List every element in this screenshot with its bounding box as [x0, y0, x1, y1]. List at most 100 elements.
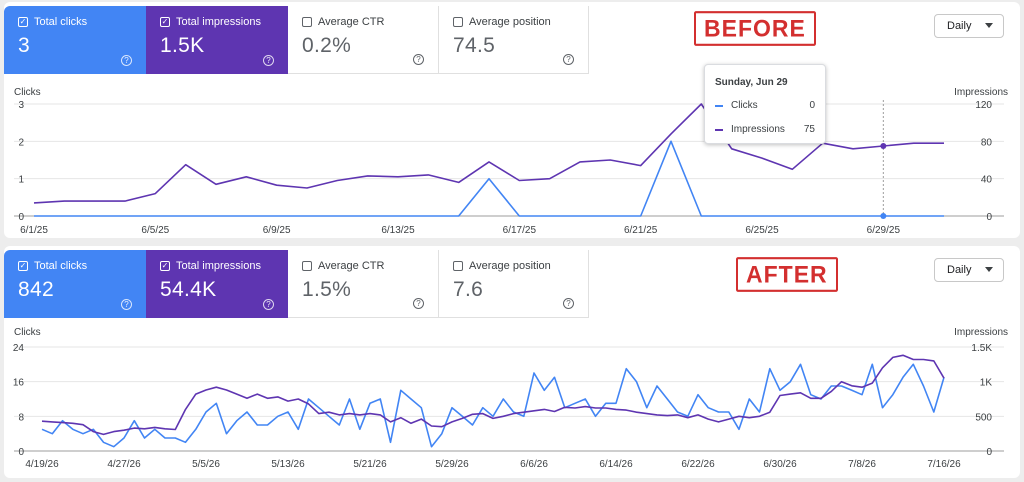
total-clicks-card[interactable]: ✓ Total clicks 842 ? — [4, 250, 146, 318]
y-left-axis-label: Clicks — [14, 327, 41, 338]
chevron-down-icon — [985, 23, 993, 28]
x-tick-label: 6/9/25 — [263, 225, 291, 236]
card-label: Total clicks — [34, 260, 88, 272]
period-select[interactable]: Daily — [934, 258, 1004, 282]
after-panel: ✓ Total clicks 842 ? ✓ Total impressions 5… — [4, 246, 1020, 478]
impressions-highlight-point — [880, 143, 887, 149]
chart-tooltip: Sunday, Jun 29 Clicks 0 Impressions 75 — [704, 64, 826, 144]
card-label: Total impressions — [176, 16, 261, 28]
checkbox-unchecked-icon[interactable] — [453, 17, 463, 27]
x-tick-label: 6/6/26 — [520, 459, 548, 470]
help-icon[interactable]: ? — [563, 54, 574, 65]
average-ctr-card[interactable]: Average CTR 0.2% ? — [288, 6, 439, 74]
help-icon[interactable]: ? — [121, 299, 132, 310]
x-tick-label: 6/14/26 — [599, 459, 633, 470]
x-tick-label: 5/5/26 — [192, 459, 220, 470]
x-tick-label: 4/19/26 — [25, 459, 59, 470]
y-right-tick-label: 1.5K — [971, 343, 992, 354]
total-impressions-card[interactable]: ✓ Total impressions 54.4K ? — [146, 250, 288, 318]
y-right-axis-label: Impressions — [954, 327, 1008, 338]
x-tick-label: 6/5/25 — [141, 225, 169, 236]
x-tick-label: 6/1/25 — [20, 225, 48, 236]
y-right-tick-label: 80 — [981, 137, 993, 148]
help-icon[interactable]: ? — [413, 54, 424, 65]
x-tick-label: 6/29/25 — [867, 225, 901, 236]
card-label: Average position — [469, 16, 551, 28]
tooltip-row-impressions: Impressions 75 — [715, 124, 815, 135]
clicks-series-line — [34, 140, 944, 217]
card-value: 0.2% — [302, 34, 352, 57]
x-tick-label: 6/30/26 — [763, 459, 797, 470]
y-left-tick-label: 0 — [18, 447, 24, 458]
help-icon[interactable]: ? — [263, 55, 274, 66]
checkbox-unchecked-icon[interactable] — [302, 261, 312, 271]
before-panel: ✓ Total clicks 3 ? ✓ Total impressions 1.5… — [4, 2, 1020, 238]
checkbox-checked-icon[interactable]: ✓ — [160, 17, 170, 27]
card-label: Total clicks — [34, 16, 88, 28]
blue-dash-icon — [715, 104, 723, 107]
tooltip-value: 75 — [803, 124, 815, 135]
help-icon[interactable]: ? — [263, 299, 274, 310]
card-value: 7.6 — [453, 278, 484, 301]
average-position-card[interactable]: Average position 7.6 ? — [439, 250, 589, 318]
y-left-tick-label: 3 — [18, 100, 24, 111]
card-value: 1.5K — [160, 34, 205, 57]
checkbox-checked-icon[interactable]: ✓ — [18, 17, 28, 27]
total-clicks-card[interactable]: ✓ Total clicks 3 ? — [4, 6, 146, 74]
x-tick-label: 5/29/26 — [435, 459, 469, 470]
checkbox-unchecked-icon[interactable] — [453, 261, 463, 271]
x-tick-label: 7/8/26 — [848, 459, 876, 470]
x-tick-label: 6/21/25 — [624, 225, 658, 236]
y-right-axis-label: Impressions — [954, 87, 1008, 98]
x-tick-label: 4/27/26 — [107, 459, 141, 470]
help-icon[interactable]: ? — [121, 55, 132, 66]
y-left-axis-label: Clicks — [14, 87, 41, 98]
after-chart: 0 0 8 500 16 1K 24 1.5K Clicks Impressions 4/19/26… — [13, 327, 1008, 470]
checkbox-checked-icon[interactable]: ✓ — [160, 261, 170, 271]
x-tick-label: 6/22/26 — [681, 459, 715, 470]
card-label: Average CTR — [318, 260, 385, 272]
after-stamp: AFTER — [736, 257, 838, 292]
card-label: Average CTR — [318, 16, 385, 28]
tooltip-date: Sunday, Jun 29 — [715, 77, 788, 88]
y-left-tick-label: 24 — [13, 343, 25, 354]
x-tick-label: 5/21/26 — [353, 459, 387, 470]
x-tick-label: 5/13/26 — [271, 459, 305, 470]
clicks-highlight-point — [880, 213, 887, 219]
y-right-tick-label: 500 — [975, 412, 992, 423]
y-right-tick-label: 120 — [975, 100, 992, 111]
average-position-card[interactable]: Average position 74.5 ? — [439, 6, 589, 74]
y-left-tick-label: 0 — [18, 212, 24, 223]
clicks-series-line — [41, 363, 945, 448]
checkbox-checked-icon[interactable]: ✓ — [18, 261, 28, 271]
x-tick-label: 7/16/26 — [927, 459, 961, 470]
before-chart: 0 0 1 40 2 80 3 120 Clicks Impressions 6/1/25 6/5/2… — [14, 87, 1008, 236]
tooltip-row-clicks: Clicks 0 — [715, 100, 815, 111]
total-impressions-card[interactable]: ✓ Total impressions 1.5K ? — [146, 6, 288, 74]
tooltip-label: Clicks — [731, 100, 758, 111]
help-icon[interactable]: ? — [563, 298, 574, 309]
y-right-tick-label: 0 — [986, 212, 992, 223]
average-ctr-card[interactable]: Average CTR 1.5% ? — [288, 250, 439, 318]
tooltip-label: Impressions — [731, 124, 785, 135]
y-left-tick-label: 2 — [18, 137, 24, 148]
checkbox-unchecked-icon[interactable] — [302, 17, 312, 27]
period-select-value: Daily — [947, 264, 972, 276]
tooltip-value: 0 — [809, 100, 815, 111]
card-value: 842 — [18, 278, 54, 301]
card-value: 1.5% — [302, 278, 352, 301]
card-value: 54.4K — [160, 278, 217, 301]
x-tick-label: 6/25/25 — [745, 225, 779, 236]
impressions-series-line — [33, 103, 944, 204]
impressions-series-line — [41, 354, 945, 436]
y-left-tick-label: 8 — [18, 412, 24, 423]
card-label: Total impressions — [176, 260, 261, 272]
y-left-tick-label: 1 — [18, 175, 24, 186]
before-stamp: BEFORE — [694, 11, 816, 46]
y-left-tick-label: 16 — [13, 378, 25, 389]
card-label: Average position — [469, 260, 551, 272]
period-select[interactable]: Daily — [934, 14, 1004, 38]
card-value: 3 — [18, 34, 30, 57]
help-icon[interactable]: ? — [413, 298, 424, 309]
period-select-value: Daily — [947, 20, 972, 32]
